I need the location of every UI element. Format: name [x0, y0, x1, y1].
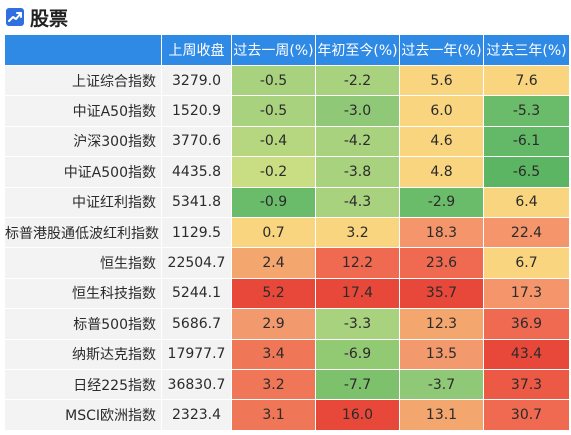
last-close-cell: 22504.7: [161, 247, 232, 279]
index-name-cell: 纳斯达克指数: [4, 338, 162, 370]
return-cell-week: -0.2: [231, 156, 316, 188]
return-cell-three: 43.4: [483, 338, 570, 370]
column-header-week: 过去一周(%): [231, 34, 316, 66]
table-row: 标普港股通低波红利指数 1129.5 0.7 3.2 18.3 22.4: [4, 216, 570, 249]
return-cell-year: 4.6: [399, 125, 484, 158]
return-cell-ytd: -3.8: [315, 156, 400, 188]
stock-index-table: 上周收盘 过去一周(%) 年初至今(%) 过去一年(%) 过去三年(%) 上证综…: [4, 34, 570, 431]
return-cell-three: 30.7: [483, 399, 570, 431]
return-cell-week: -0.5: [231, 64, 316, 97]
last-close-cell: 2323.4: [161, 399, 232, 431]
table-row: 标普500指数 5686.7 2.9 -3.3 12.3 36.9: [4, 308, 570, 340]
index-name-cell: 中证红利指数: [4, 186, 162, 218]
return-cell-three: 6.4: [483, 186, 570, 218]
return-cell-year: 5.6: [399, 64, 484, 97]
return-cell-three: -5.3: [483, 95, 570, 127]
index-name-cell: 恒生科技指数: [4, 277, 162, 310]
index-name-cell: 中证A500指数: [4, 156, 162, 188]
return-cell-week: -0.5: [231, 95, 316, 127]
return-cell-ytd: 3.2: [315, 216, 400, 249]
return-cell-week: 2.9: [231, 308, 316, 340]
column-header-name: [4, 34, 162, 66]
return-cell-ytd: 16.0: [315, 399, 400, 431]
return-cell-ytd: -3.0: [315, 95, 400, 127]
last-close-cell: 5341.8: [161, 186, 232, 218]
return-cell-year: 12.3: [399, 308, 484, 340]
last-close-cell: 36830.7: [161, 368, 232, 401]
column-header-year: 过去一年(%): [399, 34, 484, 66]
table-row: 中证红利指数 5341.8 -0.9 -4.3 -2.9 6.4: [4, 186, 570, 218]
index-name-cell: 标普500指数: [4, 308, 162, 340]
return-cell-three: 37.3: [483, 368, 570, 401]
table-row: 日经225指数 36830.7 3.2 -7.7 -3.7 37.3: [4, 368, 570, 401]
return-cell-year: -3.7: [399, 368, 484, 401]
return-cell-week: 2.4: [231, 247, 316, 279]
return-cell-three: 6.7: [483, 247, 570, 279]
table-row: 恒生指数 22504.7 2.4 12.2 23.6 6.7: [4, 247, 570, 279]
return-cell-three: 17.3: [483, 277, 570, 310]
return-cell-three: 7.6: [483, 64, 570, 97]
column-header-close: 上周收盘: [161, 34, 232, 66]
table-row: 沪深300指数 3770.6 -0.4 -4.2 4.6 -6.1: [4, 125, 570, 158]
index-name-cell: 沪深300指数: [4, 125, 162, 158]
column-header-ytd: 年初至今(%): [315, 34, 400, 66]
return-cell-year: 6.0: [399, 95, 484, 127]
return-cell-year: 13.1: [399, 399, 484, 431]
return-cell-year: -2.9: [399, 186, 484, 218]
table-row: 纳斯达克指数 17977.7 3.4 -6.9 13.5 43.4: [4, 338, 570, 370]
return-cell-three: -6.1: [483, 125, 570, 158]
last-close-cell: 5244.1: [161, 277, 232, 310]
last-close-cell: 5686.7: [161, 308, 232, 340]
return-cell-ytd: -2.2: [315, 64, 400, 97]
last-close-cell: 3279.0: [161, 64, 232, 97]
trend-chart-icon: [6, 8, 24, 26]
return-cell-ytd: -4.3: [315, 186, 400, 218]
table-row: 恒生科技指数 5244.1 5.2 17.4 35.7 17.3: [4, 277, 570, 310]
return-cell-year: 23.6: [399, 247, 484, 279]
last-close-cell: 3770.6: [161, 125, 232, 158]
return-cell-week: -0.4: [231, 125, 316, 158]
return-cell-week: 3.4: [231, 338, 316, 370]
section-header: 股票: [0, 0, 571, 34]
return-cell-three: 36.9: [483, 308, 570, 340]
return-cell-year: 18.3: [399, 216, 484, 249]
last-close-cell: 1129.5: [161, 216, 232, 249]
return-cell-three: 22.4: [483, 216, 570, 249]
page-title: 股票: [30, 7, 69, 30]
return-cell-week: 3.1: [231, 399, 316, 431]
last-close-cell: 1520.9: [161, 95, 232, 127]
index-name-cell: 标普港股通低波红利指数: [4, 216, 162, 249]
table-row: MSCI欧洲指数 2323.4 3.1 16.0 13.1 30.7: [4, 399, 570, 431]
return-cell-ytd: 12.2: [315, 247, 400, 279]
table-header-row: 上周收盘 过去一周(%) 年初至今(%) 过去一年(%) 过去三年(%): [4, 34, 570, 66]
return-cell-ytd: -4.2: [315, 125, 400, 158]
return-cell-week: 5.2: [231, 277, 316, 310]
return-cell-week: -0.9: [231, 186, 316, 218]
return-cell-three: -6.5: [483, 156, 570, 188]
return-cell-year: 13.5: [399, 338, 484, 370]
table-row: 中证A500指数 4435.8 -0.2 -3.8 4.8 -6.5: [4, 156, 570, 188]
index-name-cell: 日经225指数: [4, 368, 162, 401]
return-cell-week: 0.7: [231, 216, 316, 249]
return-cell-ytd: -6.9: [315, 338, 400, 370]
last-close-cell: 4435.8: [161, 156, 232, 188]
index-name-cell: 上证综合指数: [4, 64, 162, 97]
index-name-cell: 恒生指数: [4, 247, 162, 279]
column-header-three-year: 过去三年(%): [483, 34, 570, 66]
index-name-cell: 中证A50指数: [4, 95, 162, 127]
return-cell-week: 3.2: [231, 368, 316, 401]
return-cell-year: 35.7: [399, 277, 484, 310]
table-row: 上证综合指数 3279.0 -0.5 -2.2 5.6 7.6: [4, 64, 570, 97]
return-cell-ytd: 17.4: [315, 277, 400, 310]
table-row: 中证A50指数 1520.9 -0.5 -3.0 6.0 -5.3: [4, 95, 570, 127]
index-name-cell: MSCI欧洲指数: [4, 399, 162, 431]
last-close-cell: 17977.7: [161, 338, 232, 370]
return-cell-ytd: -7.7: [315, 368, 400, 401]
return-cell-ytd: -3.3: [315, 308, 400, 340]
return-cell-year: 4.8: [399, 156, 484, 188]
